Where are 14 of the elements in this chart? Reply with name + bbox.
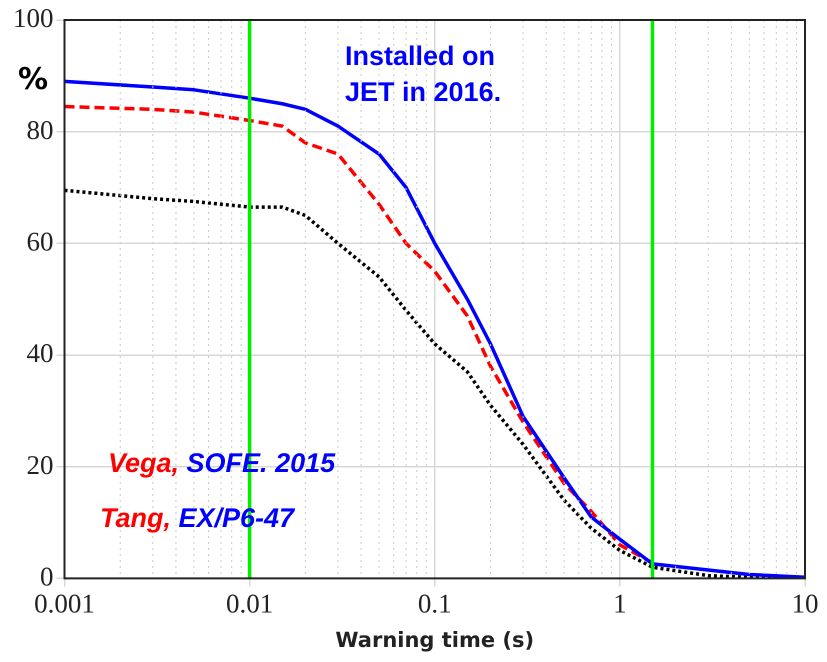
y-tick-label: 80 xyxy=(26,114,54,145)
y-tick-label: 60 xyxy=(26,226,54,256)
annotation: Installed on JET in 2016. xyxy=(345,40,502,110)
x-tick-label: 0.1 xyxy=(418,588,452,619)
x-tick-label: 0.001 xyxy=(34,588,95,619)
x-tick-label: 10 xyxy=(792,588,818,619)
y-axis-title: % xyxy=(18,62,48,97)
y-tick-label: 100 xyxy=(13,3,54,34)
y-tick-label: 20 xyxy=(26,450,54,480)
y-tick-label: 0 xyxy=(40,561,54,592)
x-axis-title: Warning time (s) xyxy=(335,628,534,652)
x-tick-label: 1 xyxy=(613,588,627,619)
y-tick-label: 40 xyxy=(26,338,54,368)
x-tick-label: 0.01 xyxy=(226,588,274,619)
